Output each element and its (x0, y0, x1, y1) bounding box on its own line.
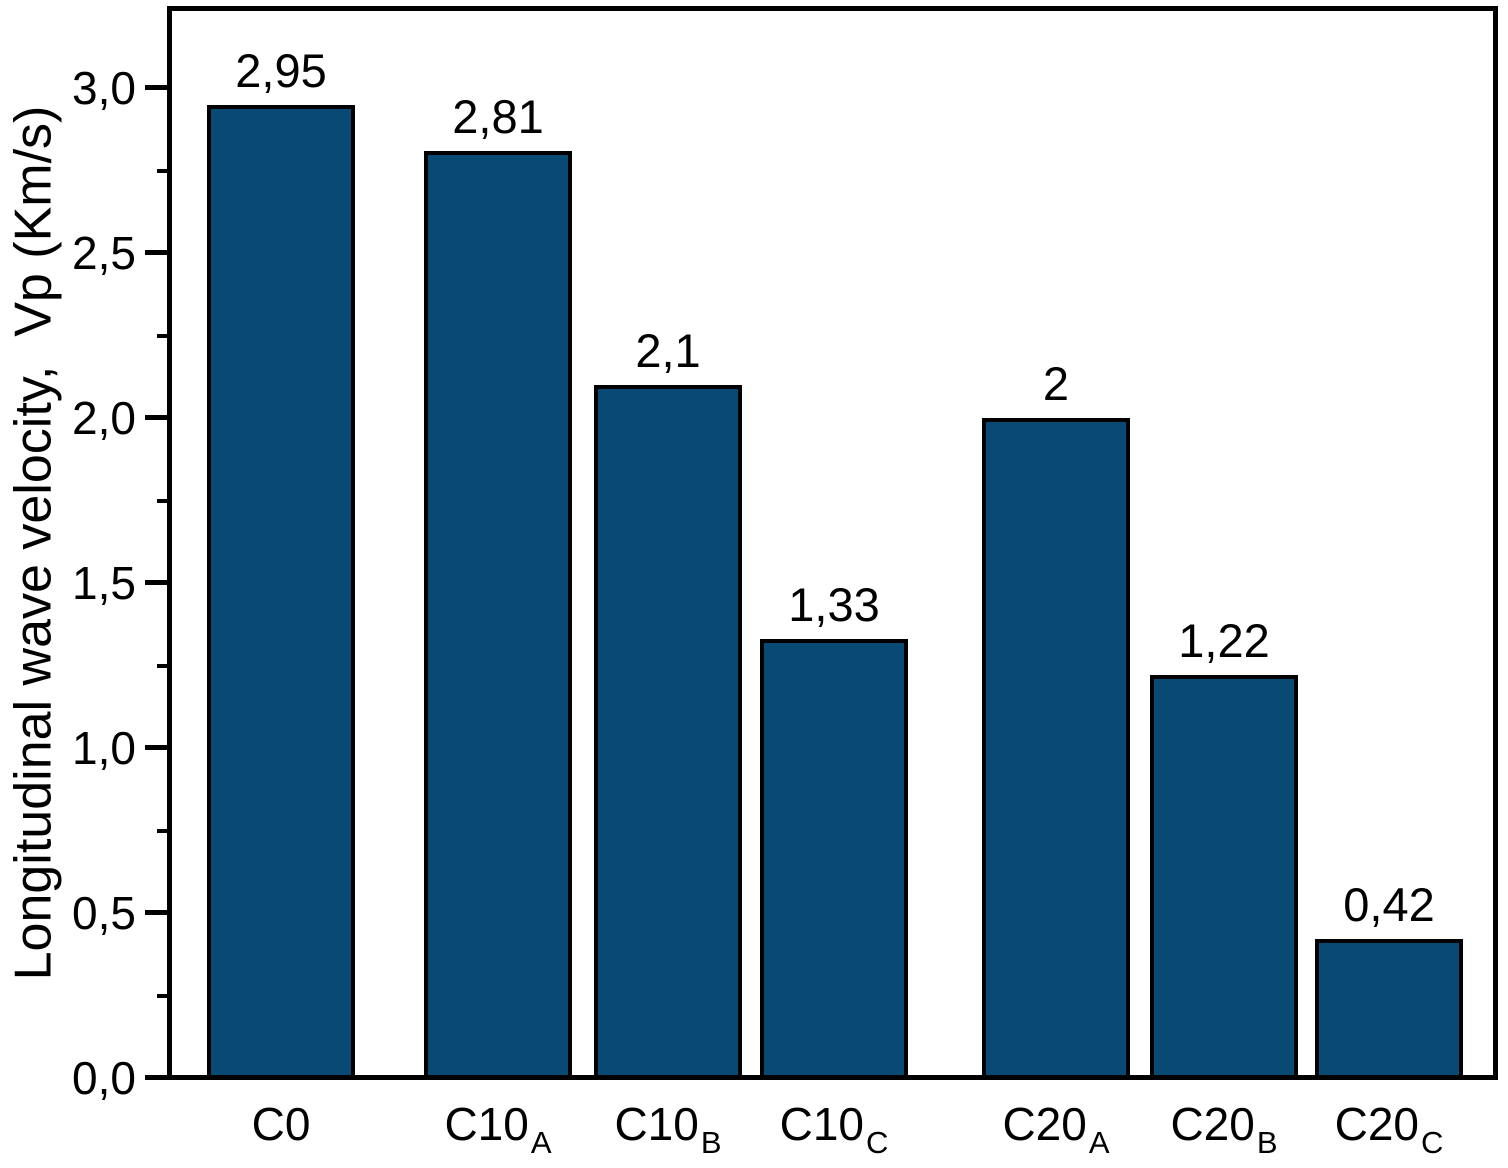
y-tick-label: 0,0 (72, 1052, 136, 1104)
x-tick-label: C0 (151, 1098, 411, 1151)
y-major-tick (145, 745, 170, 750)
x-tick-label-base: C10 (779, 1098, 864, 1150)
x-tick-label: C10C (704, 1098, 964, 1160)
x-tick-label-subscript: A (530, 1125, 552, 1160)
y-minor-tick (157, 498, 170, 503)
bar (1150, 675, 1298, 1078)
x-tick-label: C10A (368, 1098, 628, 1160)
x-tick-label-subscript: A (1088, 1125, 1110, 1160)
bar-value-label: 2 (1042, 357, 1070, 410)
bar (760, 639, 908, 1078)
bar-value-label: 1,22 (1178, 614, 1270, 668)
x-tick-label-base: C0 (251, 1098, 311, 1150)
y-major-tick (145, 85, 170, 90)
y-major-tick (145, 580, 170, 585)
bar (982, 418, 1130, 1078)
bar-value-label: 0,42 (1343, 878, 1435, 932)
x-tick-label-base: C20 (1334, 1098, 1419, 1150)
y-major-tick (145, 910, 170, 915)
y-tick-label: 1,5 (72, 557, 136, 609)
y-minor-tick (157, 663, 170, 668)
bar (424, 150, 572, 1078)
y-major-tick (145, 1075, 170, 1080)
y-minor-tick (157, 993, 170, 998)
bar-value-label: 2,1 (635, 324, 701, 377)
y-minor-tick (157, 333, 170, 338)
x-tick-label: C20C (1259, 1098, 1508, 1160)
y-minor-tick (157, 828, 170, 833)
y-tick-label: 0,5 (72, 887, 136, 939)
bar-value-label: 1,33 (788, 578, 880, 632)
bar-value-label: 2,95 (235, 43, 327, 97)
bar (207, 104, 355, 1078)
x-tick-label-base: C10 (444, 1098, 529, 1150)
x-tick-label-subscript: C (866, 1125, 889, 1160)
x-tick-label: C10B (538, 1098, 798, 1160)
y-tick-label: 2,5 (72, 227, 136, 279)
x-tick-label-subscript: B (1256, 1125, 1278, 1160)
x-tick-label-base: C20 (1002, 1098, 1087, 1150)
x-tick-label: C20A (926, 1098, 1186, 1160)
y-major-tick (145, 415, 170, 420)
bar (1315, 939, 1463, 1078)
y-minor-tick (157, 168, 170, 173)
x-tick-label: C20B (1094, 1098, 1354, 1160)
y-tick-label: 2,0 (72, 392, 136, 444)
bar-value-label: 2,81 (452, 89, 544, 143)
x-tick-label-subscript: C (1421, 1125, 1444, 1160)
x-tick-label-base: C10 (614, 1098, 699, 1150)
bar (594, 385, 742, 1078)
y-tick-label: 3,0 (72, 62, 136, 114)
y-tick-label: 1,0 (72, 722, 136, 774)
y-major-tick (145, 250, 170, 255)
x-tick-label-subscript: B (700, 1125, 722, 1160)
x-tick-label-base: C20 (1170, 1098, 1255, 1150)
